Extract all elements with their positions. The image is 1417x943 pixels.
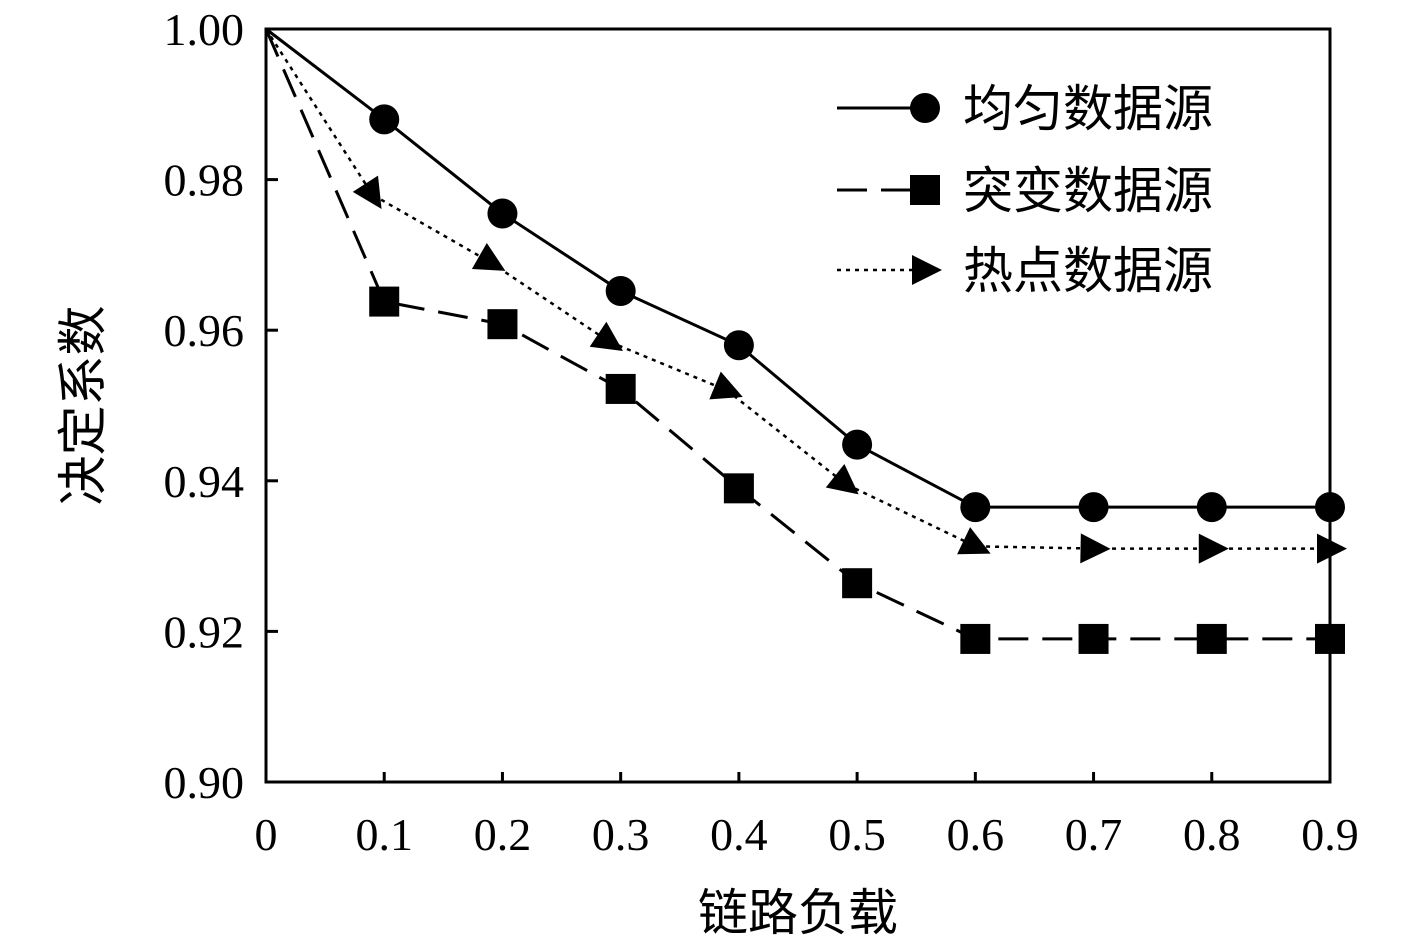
x-tick-label: 0.4 <box>710 809 768 860</box>
x-tick-label: 0 <box>255 809 278 860</box>
data-point <box>369 104 400 135</box>
series-triangle <box>264 28 1347 564</box>
data-point <box>842 429 873 460</box>
x-tick-label: 0.1 <box>355 809 413 860</box>
data-point <box>709 371 743 400</box>
data-point <box>957 527 991 555</box>
data-point <box>825 463 859 495</box>
legend-label: 热点数据源 <box>963 242 1213 300</box>
x-axis-title: 链路负载 <box>698 884 898 942</box>
data-point <box>589 321 623 351</box>
x-tick-label: 0.8 <box>1183 809 1241 860</box>
data-point <box>1078 623 1109 654</box>
data-point <box>723 473 754 504</box>
data-point <box>487 309 518 340</box>
data-point <box>605 373 636 404</box>
y-tick-label: 0.96 <box>164 305 245 356</box>
data-point <box>471 242 506 271</box>
x-tick-label: 0.5 <box>828 809 886 860</box>
series-circle <box>265 27 1345 523</box>
data-point <box>1198 533 1229 564</box>
legend-label: 均匀数据源 <box>963 80 1213 138</box>
axis-ticks: 0 0.1 0.2 0.3 0.4 0.5 0.6 0.7 0.8 0.9 0.90 0.92 0.94… <box>164 4 1359 860</box>
legend-marker <box>910 93 940 123</box>
y-tick-label: 0.98 <box>164 155 245 206</box>
data-point <box>369 286 400 317</box>
series-line <box>264 28 1330 550</box>
x-tick-label: 0.7 <box>1065 809 1123 860</box>
data-point <box>1078 492 1109 523</box>
x-tick-label: 0.6 <box>947 809 1005 860</box>
y-tick-label: 0.92 <box>164 606 245 657</box>
legend-label: 突变数据源 <box>963 162 1213 220</box>
legend-entry: 热点数据源 <box>837 242 1213 300</box>
series-line <box>265 27 1330 509</box>
data-point <box>960 492 991 523</box>
chart-marks <box>264 27 1347 654</box>
plot-frame <box>264 27 1332 784</box>
legend-marker <box>910 175 940 205</box>
data-point <box>487 198 518 229</box>
data-point <box>1080 533 1111 564</box>
x-tick-label: 0.2 <box>474 809 532 860</box>
x-tick-label: 0.3 <box>592 809 650 860</box>
series-line <box>264 28 1330 641</box>
y-tick-label: 0.94 <box>164 456 245 507</box>
legend-entry: 突变数据源 <box>837 162 1213 220</box>
y-axis-title: 决定系数 <box>54 306 112 506</box>
data-point <box>352 175 382 209</box>
data-point <box>842 568 873 599</box>
legend-entry: 均匀数据源 <box>837 80 1213 138</box>
data-point <box>960 623 991 654</box>
y-tick-label: 0.90 <box>164 757 245 808</box>
data-point <box>1317 533 1347 564</box>
data-point <box>723 330 754 361</box>
y-tick-label: 1.00 <box>164 4 245 55</box>
data-point <box>1196 492 1227 523</box>
data-point <box>1196 623 1227 654</box>
legend-marker <box>912 255 942 285</box>
series-square <box>264 28 1345 654</box>
data-point <box>605 276 636 307</box>
x-tick-label: 0.9 <box>1301 809 1359 860</box>
